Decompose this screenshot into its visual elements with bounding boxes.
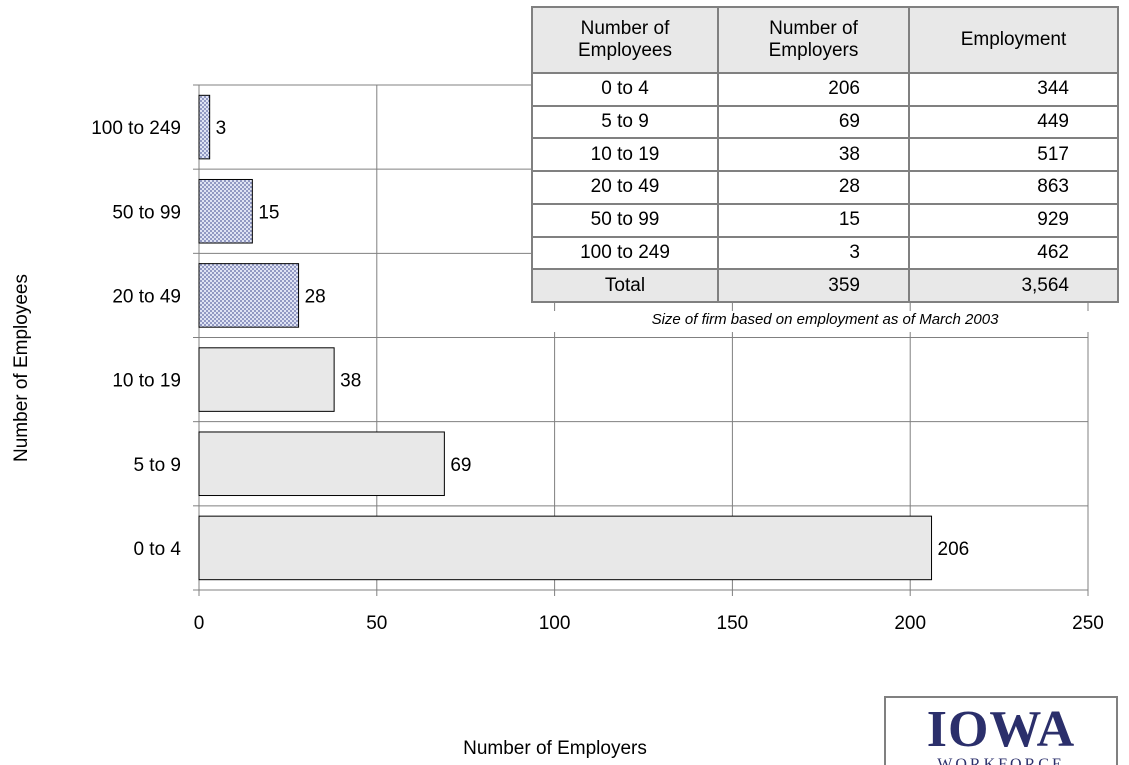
- logo-subtext: WORKFORCE: [937, 756, 1065, 765]
- table-header-row: Number of Employees Number of Employers …: [531, 6, 1119, 74]
- x-tick-label: 150: [717, 613, 749, 634]
- cell-employers: 69: [717, 104, 910, 140]
- y-category-label: 10 to 19: [112, 371, 181, 392]
- logo-text: IOWA: [926, 701, 1076, 758]
- bar-10-to-19: [198, 347, 335, 412]
- cell-employers: 15: [717, 202, 910, 238]
- axes: [193, 84, 1089, 596]
- cell-employment: 462: [908, 235, 1119, 271]
- data-label: 69: [450, 455, 471, 476]
- x-tick-label: 100: [539, 613, 571, 634]
- cell-employment: 3,564: [908, 268, 1119, 303]
- data-label: 3: [216, 118, 227, 139]
- bar-5-to-9: [198, 431, 445, 497]
- cell-employees: 100 to 249: [531, 235, 719, 271]
- table-row: 100 to 249 3 462: [531, 235, 1119, 271]
- cell-employers: 38: [717, 137, 910, 173]
- summary-table: Number of Employees Number of Employers …: [531, 6, 1119, 303]
- y-category-label: 5 to 9: [133, 455, 181, 476]
- cell-employers: 3: [717, 235, 910, 271]
- x-tick-label: 0: [194, 613, 205, 634]
- bar-50-to-99: [198, 178, 253, 244]
- cell-employees: 0 to 4: [531, 72, 719, 107]
- cell-employees: 10 to 19: [531, 137, 719, 173]
- y-category-label: 0 to 4: [133, 539, 181, 560]
- table-body: 0 to 4 206 344 5 to 9 69 449 10 to 19 38 517 20 t…: [531, 72, 1119, 303]
- bar-100-to-249: [198, 94, 211, 160]
- cell-employment: 929: [908, 202, 1119, 238]
- cell-employees: 50 to 99: [531, 202, 719, 238]
- data-label: 206: [938, 539, 970, 560]
- cell-employees: Total: [531, 268, 719, 303]
- x-tick-label: 50: [366, 613, 387, 634]
- cell-employment: 344: [908, 72, 1119, 107]
- cell-employees: 20 to 49: [531, 170, 719, 205]
- table-row: 10 to 19 38 517: [531, 137, 1119, 173]
- cell-employment: 449: [908, 104, 1119, 140]
- cell-employers: 206: [717, 72, 910, 107]
- cell-employees: 5 to 9: [531, 104, 719, 140]
- table-row: 20 to 49 28 863: [531, 170, 1119, 205]
- cell-employment: 517: [908, 137, 1119, 173]
- summary-table-container: Number of Employees Number of Employers …: [531, 6, 1119, 303]
- header-employers: Number of Employers: [717, 6, 910, 74]
- cell-employment: 863: [908, 170, 1119, 205]
- x-tick-label: 250: [1072, 613, 1104, 634]
- table-row: 50 to 99 15 929: [531, 202, 1119, 238]
- table-total-row: Total 359 3,564: [531, 268, 1119, 303]
- header-employment: Employment: [908, 6, 1119, 74]
- bars: [198, 94, 933, 581]
- y-category-label: 50 to 99: [112, 202, 181, 223]
- y-category-label: 20 to 49: [112, 286, 181, 307]
- header-employees: Number of Employees: [531, 6, 719, 74]
- table-row: 0 to 4 206 344: [531, 72, 1119, 107]
- cell-employers: 359: [717, 268, 910, 303]
- y-category-label: 100 to 249: [91, 118, 181, 139]
- x-axis-title: Number of Employers: [463, 738, 647, 759]
- y-axis-title: Number of Employees: [11, 274, 32, 462]
- cell-employers: 28: [717, 170, 910, 205]
- table-caption: Size of firm based on employment as of M…: [531, 311, 1119, 332]
- iowa-workforce-logo: IOWA WORKFORCE: [884, 696, 1118, 765]
- table-row: 5 to 9 69 449: [531, 104, 1119, 140]
- bar-0-to-4: [198, 515, 933, 581]
- x-tick-label: 200: [894, 613, 926, 634]
- data-label: 15: [258, 202, 279, 223]
- bar-20-to-49: [198, 263, 300, 328]
- data-label: 28: [305, 286, 326, 307]
- data-label: 38: [340, 371, 361, 392]
